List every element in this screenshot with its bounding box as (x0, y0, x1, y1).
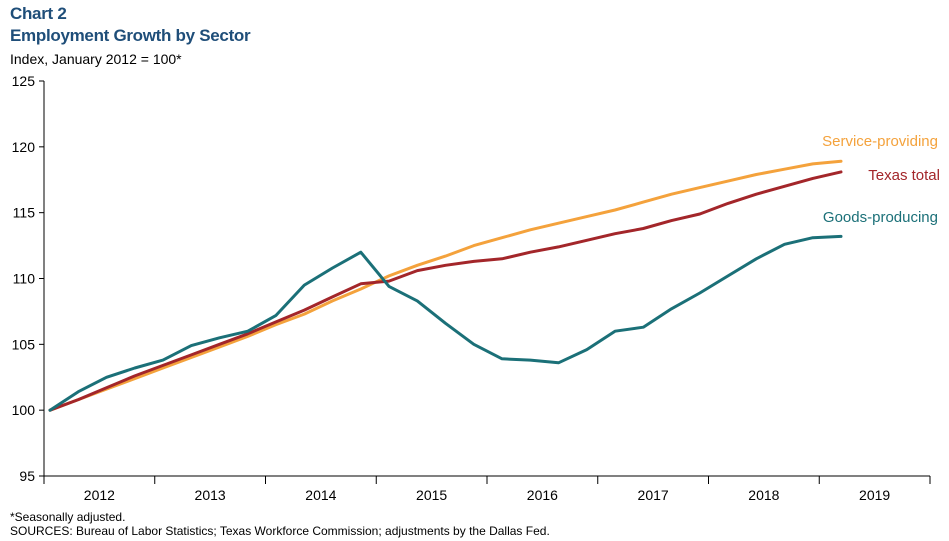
x-year-label: 2017 (638, 487, 669, 503)
series-line-goods-producing (48, 234, 843, 412)
y-tick-label: 100 (12, 402, 36, 418)
sources-note: SOURCES: Bureau of Labor Statistics; Tex… (10, 524, 550, 538)
series-label-texas-total: Texas total (868, 167, 940, 184)
series-line-texas-total (48, 170, 843, 412)
y-tick-label: 125 (12, 73, 36, 89)
y-tick-label: 95 (19, 468, 35, 484)
x-year-label: 2018 (748, 487, 779, 503)
x-year-label: 2013 (195, 487, 226, 503)
x-year-label: 2016 (527, 487, 558, 503)
footnote: *Seasonally adjusted. (10, 510, 126, 524)
x-year-label: 2012 (84, 487, 115, 503)
y-tick-label: 110 (13, 271, 36, 287)
x-year-label: 2015 (416, 487, 447, 503)
x-year-label: 2014 (305, 487, 336, 503)
series-label-goods-producing: Goods-producing (823, 209, 938, 226)
y-tick-label: 120 (12, 139, 36, 155)
y-tick-label: 105 (12, 336, 36, 352)
chart-number: Chart 2 (10, 4, 67, 23)
chart-title: Employment Growth by Sector (10, 26, 251, 45)
y-tick-label: 115 (13, 205, 36, 221)
series-label-service-providing: Service-providing (822, 133, 938, 150)
x-year-label: 2019 (859, 487, 890, 503)
series-line-service-providing (48, 159, 843, 412)
y-axis-unit-label: Index, January 2012 = 100* (10, 51, 182, 67)
